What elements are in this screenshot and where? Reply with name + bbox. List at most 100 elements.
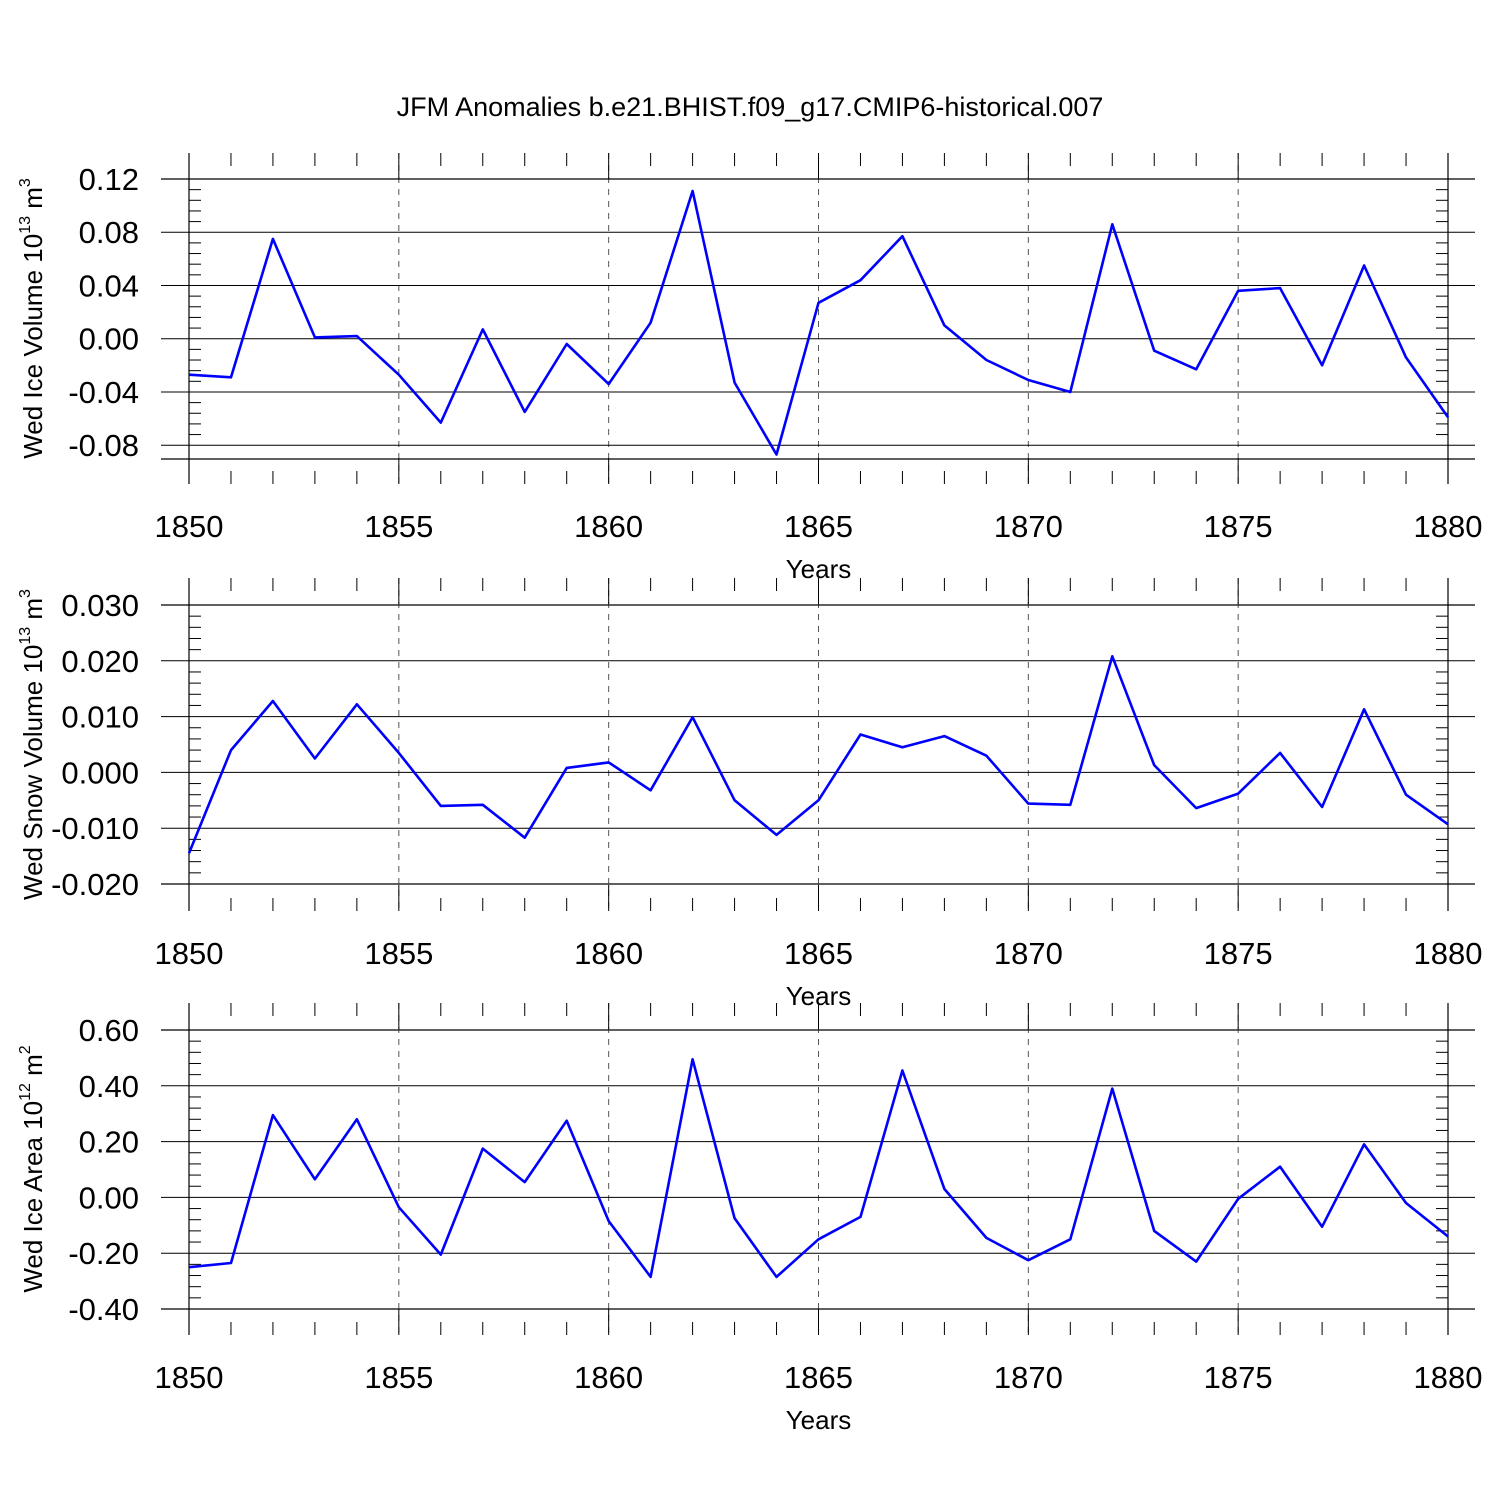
y-tick-label: 0.00 (79, 1180, 139, 1215)
data-point (187, 1265, 191, 1269)
data-point (1152, 763, 1156, 767)
data-point (1404, 1201, 1408, 1205)
x-tick-label: 1860 (574, 936, 643, 971)
data-point (1362, 264, 1366, 268)
data-point (942, 323, 946, 327)
data-point (397, 373, 401, 377)
data-point (1026, 1258, 1030, 1262)
data-point (1194, 806, 1198, 810)
data-point (1068, 1237, 1072, 1241)
data-point (397, 751, 401, 755)
data-point (900, 234, 904, 238)
data-point (1278, 286, 1282, 290)
y-tick-label: -0.04 (68, 375, 139, 410)
data-point (565, 342, 569, 346)
data-point (1278, 1165, 1282, 1169)
data-point (858, 1215, 862, 1219)
x-tick-label: 1855 (364, 936, 433, 971)
data-point (1446, 822, 1450, 826)
y-tick-label: 0.010 (61, 700, 139, 735)
data-point (649, 788, 653, 792)
data-point (607, 760, 611, 764)
data-point (649, 321, 653, 325)
y-tick-label: -0.40 (68, 1292, 139, 1327)
data-point (1446, 1234, 1450, 1238)
data-point (1404, 793, 1408, 797)
y-tick-label: 0.40 (79, 1069, 139, 1104)
data-point (481, 1147, 485, 1151)
data-point (187, 373, 191, 377)
data-point (229, 1261, 233, 1265)
panel-1: -0.08 -0.04 0.00 0.04 0.08 0.12 1850 1855 1860 18… (17, 153, 1482, 584)
panels: -0.08 -0.04 0.00 0.04 0.08 0.12 1850 1855 1860 18… (17, 153, 1482, 1435)
y-tick-label: -0.20 (68, 1236, 139, 1271)
data-point (691, 1057, 695, 1061)
data-point (607, 1219, 611, 1223)
data-point (439, 1253, 443, 1257)
data-point (1236, 792, 1240, 796)
x-tick-label: 1855 (364, 1360, 433, 1395)
data-point (984, 1236, 988, 1240)
data-point (523, 836, 527, 840)
data-point (984, 754, 988, 758)
data-point (355, 334, 359, 338)
data-point (984, 358, 988, 362)
y-axis-title: Wed Snow Volume 1013 m3 (17, 589, 48, 900)
y-tick-label: 0.20 (79, 1125, 139, 1160)
data-point (313, 335, 317, 339)
y-axis-title: Wed Ice Area 1012 m2 (17, 1045, 48, 1292)
data-point (1026, 802, 1030, 806)
y-tick-label: 0.08 (79, 215, 139, 250)
data-point (1068, 390, 1072, 394)
y-tick-label: -0.010 (51, 811, 139, 846)
data-point (900, 745, 904, 749)
data-point (649, 1275, 653, 1279)
data-point (775, 453, 779, 457)
data-point (775, 1275, 779, 1279)
data-point (1110, 654, 1114, 658)
x-tick-label: 1850 (155, 509, 224, 544)
x-tick-label: 1880 (1414, 936, 1483, 971)
data-point (229, 748, 233, 752)
data-point (1194, 367, 1198, 371)
data-point (523, 1180, 527, 1184)
series-line (188, 1058, 1449, 1279)
data-point (397, 1205, 401, 1209)
data-point (565, 1119, 569, 1123)
y-axis-title: Wed Ice Volume 1013 m3 (17, 178, 48, 459)
data-point (1362, 707, 1366, 711)
data-point (439, 804, 443, 808)
y-tick-label: 0.04 (79, 268, 139, 303)
data-point (1068, 803, 1072, 807)
data-point (187, 851, 191, 855)
x-tick-label: 1855 (364, 509, 433, 544)
data-point (1320, 363, 1324, 367)
x-tick-label: 1865 (784, 1360, 853, 1395)
data-point (733, 1216, 737, 1220)
data-point (1278, 751, 1282, 755)
y-tick-label: 0.030 (61, 588, 139, 623)
data-point (1362, 1142, 1366, 1146)
series-line (188, 189, 1450, 456)
x-tick-label: 1850 (155, 936, 224, 971)
data-point (691, 715, 695, 719)
data-point (733, 381, 737, 385)
data-point (481, 803, 485, 807)
data-point (355, 702, 359, 706)
data-point (1404, 355, 1408, 359)
x-tick-label: 1875 (1204, 936, 1273, 971)
data-point (271, 237, 275, 241)
data-point (1320, 805, 1324, 809)
data-point (817, 798, 821, 802)
data-point (1236, 1197, 1240, 1201)
x-tick-label: 1850 (155, 1360, 224, 1395)
data-point (942, 1187, 946, 1191)
data-point (1110, 222, 1114, 226)
data-point (607, 382, 611, 386)
data-point (439, 421, 443, 425)
data-point (523, 410, 527, 414)
data-point (858, 732, 862, 736)
data-point (1026, 378, 1030, 382)
data-point (1194, 1260, 1198, 1264)
